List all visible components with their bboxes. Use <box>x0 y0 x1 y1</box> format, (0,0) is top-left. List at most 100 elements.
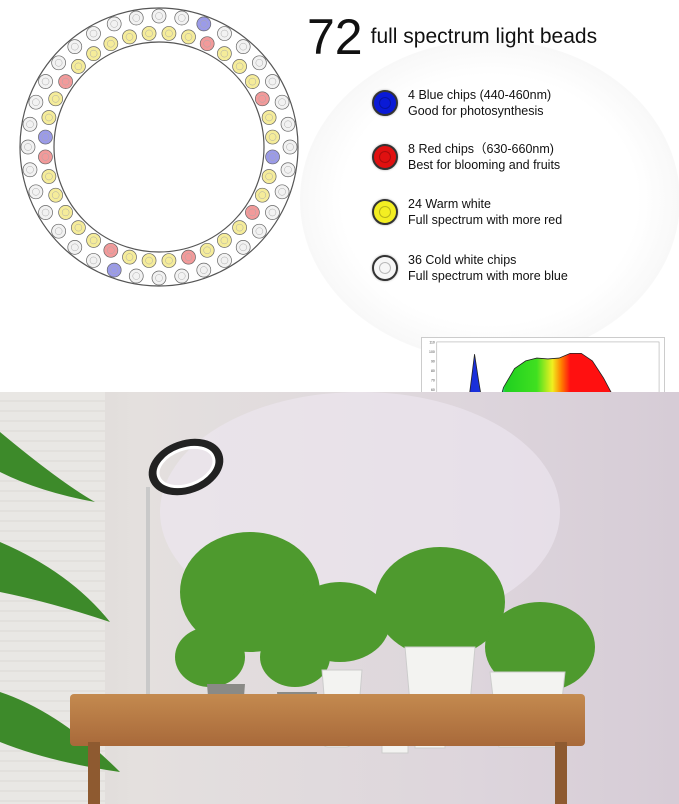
white-bead <box>28 94 44 110</box>
bead-center <box>284 165 292 174</box>
white-bead <box>252 55 267 71</box>
bead-center <box>45 172 53 181</box>
legend-item: 24 Warm white Full spectrum with more red <box>372 196 562 228</box>
white-bead <box>235 39 251 54</box>
yellow-bead <box>41 110 57 125</box>
yellow-bead <box>71 220 86 235</box>
white-bead <box>151 270 167 286</box>
bead-center <box>24 143 32 151</box>
red-bead <box>38 149 53 165</box>
y-tick-label: 60 <box>431 388 435 392</box>
white-bead <box>174 268 190 284</box>
bead-center <box>165 256 173 265</box>
blue-bead <box>38 129 53 145</box>
bead-center <box>177 14 186 22</box>
bead-center <box>203 246 211 255</box>
bead-center <box>89 49 98 58</box>
white-bead <box>280 116 296 132</box>
bead-center <box>145 29 153 38</box>
bead-center <box>74 223 83 232</box>
bead-center <box>41 77 50 86</box>
white-bead <box>196 262 212 278</box>
white-bead <box>265 205 280 220</box>
white-bead <box>38 74 53 89</box>
bead-center <box>107 246 115 255</box>
white-bead <box>265 74 280 89</box>
red-bead <box>199 36 215 52</box>
red-chip-icon <box>372 144 398 170</box>
yellow-bead <box>41 169 57 184</box>
legend-item: 36 Cold white chips Full spectrum with mo… <box>372 252 568 284</box>
bead-center <box>239 243 247 252</box>
bead-center <box>41 153 50 161</box>
bead-center <box>268 153 277 161</box>
table-leg <box>88 742 100 804</box>
bead-center <box>235 223 244 232</box>
white-bead <box>280 162 296 178</box>
yellow-bead <box>48 187 64 203</box>
bead-center <box>258 95 267 103</box>
legend-line1: Blue chips (440-460nm) <box>418 88 552 102</box>
yellow-bead <box>122 249 137 265</box>
legend-count: 4 <box>408 88 415 102</box>
bead-center <box>239 42 247 51</box>
white-bead <box>67 240 83 255</box>
legend-line2: Full spectrum with more blue <box>408 269 568 283</box>
yellow-bead <box>254 187 270 203</box>
headline-text: full spectrum light beads <box>370 25 598 48</box>
yellow-bead <box>141 253 157 268</box>
y-tick-label: 70 <box>431 378 435 382</box>
background-glow <box>300 40 679 360</box>
bead-center <box>155 12 163 20</box>
bead-center <box>51 95 60 103</box>
white-bead <box>217 26 232 41</box>
red-bead <box>103 242 119 258</box>
legend-count: 24 <box>408 197 422 211</box>
bead-center <box>200 266 208 274</box>
red-bead <box>254 91 270 107</box>
bead-center <box>268 133 277 141</box>
blue-bead <box>106 262 122 278</box>
white-bead <box>51 55 66 71</box>
yellow-bead <box>261 169 277 184</box>
bead-center <box>26 165 34 174</box>
yellow-bead <box>86 233 101 248</box>
bead-center <box>45 113 53 122</box>
y-tick-label: 100 <box>429 350 435 354</box>
bead-center <box>220 49 229 58</box>
white-chip-icon <box>372 255 398 281</box>
legend-text: 24 Warm white Full spectrum with more red <box>408 196 562 228</box>
bead-center <box>184 253 193 261</box>
white-bead <box>274 94 290 110</box>
red-bead <box>181 249 196 265</box>
y-tick-label: 110 <box>429 340 435 344</box>
yellow-bead <box>245 74 260 89</box>
yellow-bead <box>181 29 196 45</box>
blue-chip-icon <box>372 90 398 116</box>
bead-center <box>286 143 294 151</box>
yellow-bead <box>199 242 215 258</box>
legend-line1: Cold white chips <box>425 253 517 267</box>
white-bead <box>128 10 144 26</box>
blue-bead <box>265 149 280 165</box>
bead-center <box>71 243 79 252</box>
y-tick-label: 90 <box>431 359 435 363</box>
bead-center <box>165 29 173 38</box>
bead-center <box>265 172 273 181</box>
table-leg <box>555 742 567 804</box>
legend-count: 36 <box>408 253 422 267</box>
bead-center <box>220 236 229 245</box>
bead-center <box>258 191 267 199</box>
yellow-bead <box>71 59 86 74</box>
white-bead <box>67 39 83 54</box>
bead-center <box>203 39 211 48</box>
plant-foliage <box>175 532 595 692</box>
bead-center <box>54 59 63 67</box>
bead-center <box>268 77 277 86</box>
legend-item: 8 Red chips（630-660nm) Best for blooming … <box>372 141 560 173</box>
bead-center <box>248 208 257 217</box>
bead-center <box>155 274 163 282</box>
yellow-bead <box>48 91 64 107</box>
legend-text: 4 Blue chips (440-460nm) Good for photosy… <box>408 87 551 119</box>
yellow-bead <box>161 26 177 41</box>
